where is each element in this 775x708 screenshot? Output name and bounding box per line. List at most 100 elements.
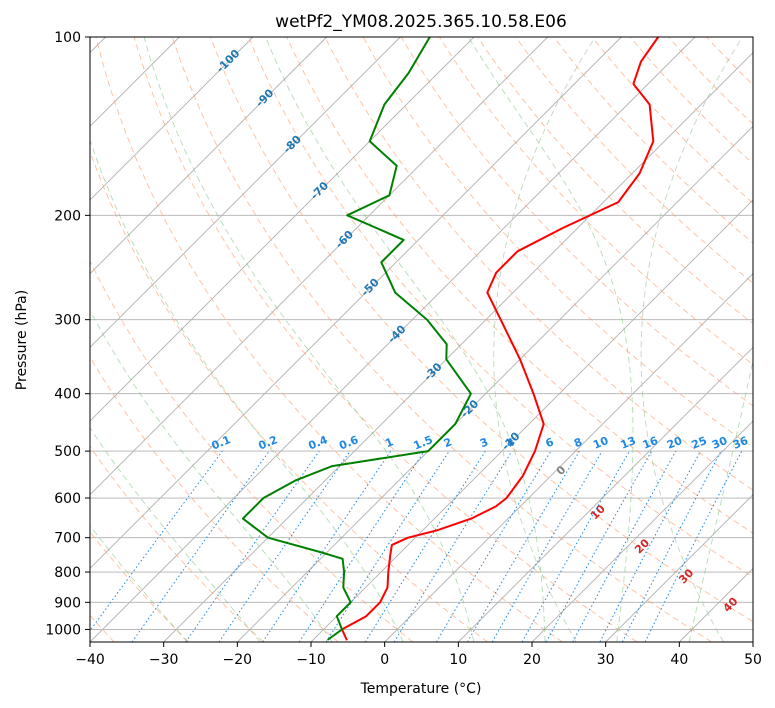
isotherm-line (605, 494, 753, 642)
x-tick-label: 40 (670, 652, 688, 668)
isotherm-line (458, 346, 753, 642)
moist-adiabat-line (467, 37, 634, 642)
isotherm-line (163, 52, 753, 642)
mixing-ratio-line (435, 450, 552, 642)
x-tick-label: −30 (149, 652, 179, 668)
isotherm-line (90, 37, 548, 496)
y-tick-label: 800 (54, 565, 81, 581)
mixing-ratio-label: 36 (731, 434, 750, 452)
moist-adiabat-line (90, 309, 333, 642)
mixing-ratio-label: 6 (544, 435, 556, 450)
mixing-ratio-label: 8 (572, 435, 584, 450)
y-tick-label: 700 (54, 531, 81, 547)
moist-adiabats-layer (90, 37, 753, 642)
profile-series-layer (241, 37, 660, 641)
mixing-ratio-label: 10 (591, 434, 610, 452)
mixing-ratio-line (262, 450, 392, 642)
dry-adiabat-line (90, 259, 414, 642)
dry-adiabat-line (515, 37, 753, 284)
dry-adiabat-line (553, 37, 753, 244)
mixing-ratio-label: 1.5 (412, 433, 435, 452)
plot-frame (89, 36, 754, 643)
moist-adiabat-line (90, 427, 261, 642)
dry-adiabat-line (706, 37, 753, 86)
x-tick-label: −20 (223, 652, 253, 668)
y-tick-label: 1000 (45, 622, 81, 638)
mixing-ratio-line (364, 450, 486, 642)
x-tick-label: −40 (75, 652, 105, 668)
isotherm-label: -90 (253, 86, 276, 109)
x-tick-label: 50 (744, 652, 762, 668)
mixing-ratio-line (572, 450, 677, 642)
mixing-ratio-label: 13 (619, 434, 638, 452)
y-tick-label: 500 (54, 444, 81, 460)
mixing-ratio-line (644, 450, 743, 642)
moist-adiabat-line (90, 524, 188, 642)
dry-adiabat-line (248, 37, 753, 578)
dry-adiabat-line (90, 356, 339, 642)
dry-adiabat-line (286, 37, 753, 534)
isotherm-line (90, 37, 622, 569)
isotherm-line (90, 37, 254, 201)
axes-layer: −40 −30 −20 −10 0 10 20 30 40 50 1000 900 800 700 600 5… (45, 30, 762, 668)
dry-adiabat-line (90, 445, 264, 642)
mixing-ratio-label: 16 (641, 434, 660, 452)
wet-bulb-curve (493, 37, 596, 642)
mixing-ratio-label: 0.4 (306, 433, 329, 452)
y-tick-label: 300 (54, 313, 81, 329)
isotherm-line (531, 420, 753, 642)
isotherm-line (237, 125, 753, 642)
dewpoint-profile-line (241, 37, 472, 641)
mixing-ratio-label: 25 (690, 434, 709, 452)
dry-adiabat-line (90, 150, 488, 642)
mixing-ratio-line (545, 450, 653, 642)
x-tick-label: 0 (380, 652, 389, 668)
y-tick-label: 200 (54, 208, 81, 224)
isotherm-line (90, 37, 475, 422)
isotherm-label: -70 (308, 179, 331, 202)
isotherm-line (90, 37, 696, 642)
dry-adiabat-line (171, 37, 712, 642)
mixing-ratio-label: 2 (442, 435, 454, 450)
y-axis-title: Pressure (hPa) (14, 290, 30, 390)
dry-adiabat-line (591, 37, 753, 204)
isotherm-labels-layer: -100-90-80-70-60-50-40-30-20-10 (214, 47, 523, 453)
y-tick-label: 400 (54, 387, 81, 403)
mixing-ratio-label: 3 (478, 435, 490, 450)
mixing-ratio-line (218, 450, 351, 642)
isotherm-label: -100 (214, 47, 243, 76)
mixing-ratio-line (393, 450, 513, 642)
x-tick-label: 30 (597, 652, 615, 668)
mixing-ratio-line (131, 450, 270, 642)
mixing-ratio-line (325, 450, 450, 642)
moist-adiabat-line (90, 138, 404, 642)
dry-adiabats-layer (90, 37, 753, 642)
mixing-ratio-line (521, 450, 630, 642)
x-axis-title: Temperature (°C) (360, 681, 482, 697)
isotherm-label: -10 (499, 429, 522, 452)
x-tick-label: 10 (449, 652, 467, 668)
mixing-ratio-label: 0.2 (256, 433, 279, 452)
isotherm-label: -60 (333, 228, 356, 251)
wet-bulb-curve (640, 37, 743, 642)
dry-adiabat-line (324, 37, 753, 491)
mixing-ratio-label: 30 (710, 434, 729, 452)
isotherm-label: -40 (385, 322, 408, 345)
x-tick-label: −10 (296, 652, 326, 668)
chart-title: wetPf2_YM08.2025.365.10.58.E06 (275, 12, 567, 32)
isotherm-line (679, 567, 753, 642)
mixing-ratio-line (185, 450, 320, 642)
moist-adiabat-line (688, 358, 753, 642)
dry-adiabat-line (95, 37, 563, 642)
y-tick-label: 600 (54, 491, 81, 507)
isotherm-line (384, 273, 753, 642)
mixing-ratio-label: 20 (665, 434, 684, 452)
grid-layer (90, 37, 753, 642)
mixing-ratio-line (90, 450, 223, 632)
mixing-ratio-label: 1 (383, 435, 395, 450)
dry-adiabat-line (210, 37, 753, 623)
isotherm-line (752, 641, 753, 642)
mixing-ratio-label: 0.6 (337, 433, 360, 452)
